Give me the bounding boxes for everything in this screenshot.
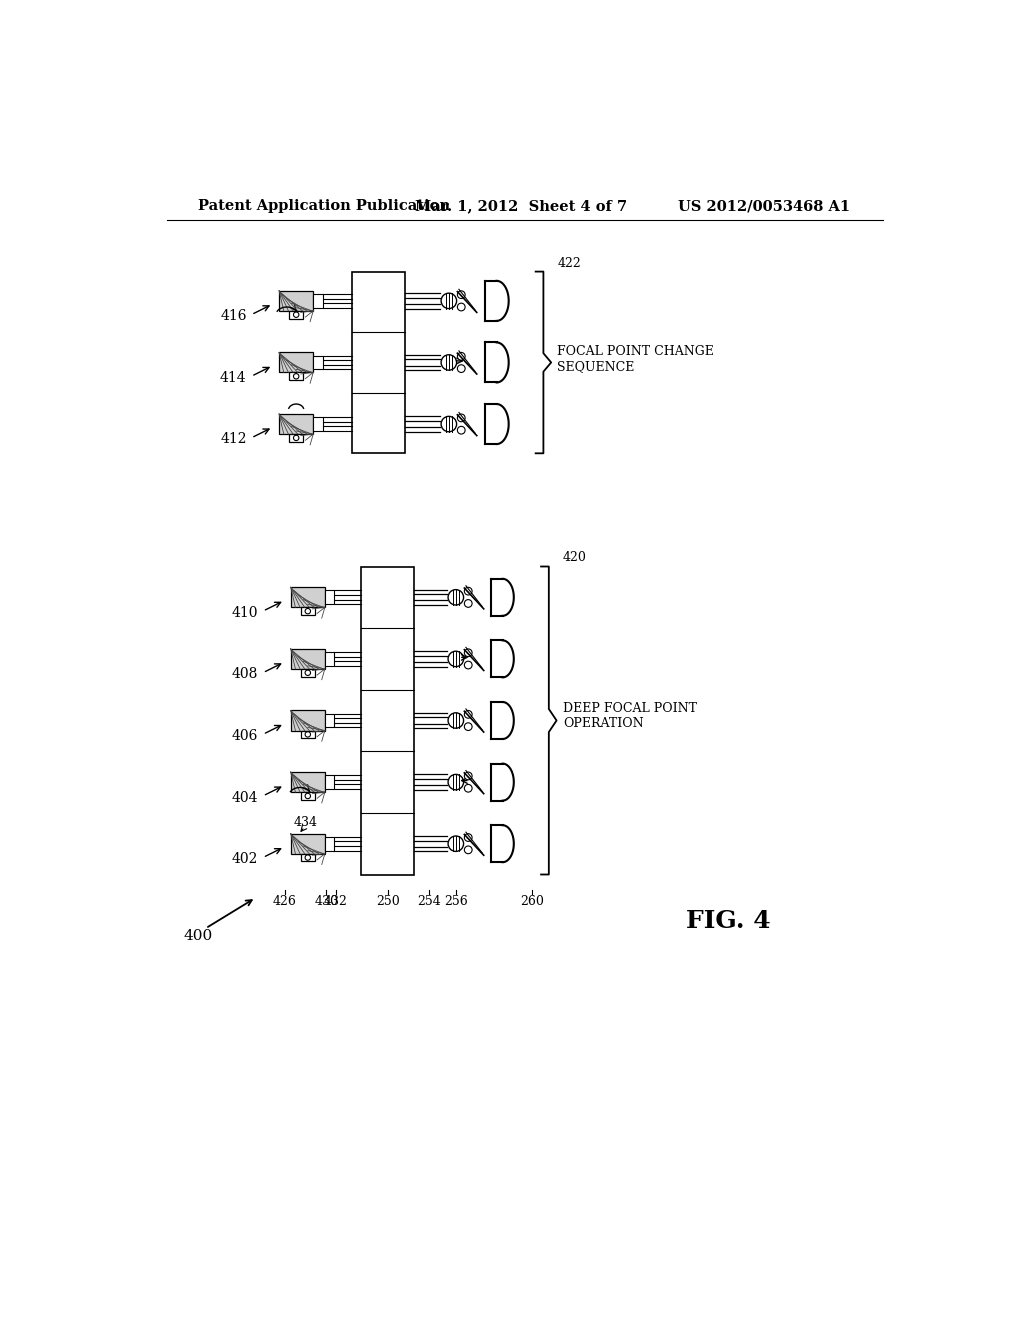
- Circle shape: [464, 834, 472, 841]
- Circle shape: [458, 426, 465, 434]
- Bar: [289, 372, 303, 380]
- Text: 420: 420: [563, 550, 587, 564]
- Text: FIG. 4: FIG. 4: [686, 908, 771, 933]
- Bar: [325, 837, 334, 850]
- Circle shape: [464, 723, 472, 730]
- Text: 250: 250: [376, 895, 399, 908]
- Text: Mar. 1, 2012  Sheet 4 of 7: Mar. 1, 2012 Sheet 4 of 7: [415, 199, 627, 213]
- Bar: [313, 417, 323, 430]
- Circle shape: [458, 414, 465, 422]
- Text: 412: 412: [220, 433, 247, 446]
- Bar: [301, 792, 314, 800]
- Text: US 2012/0053468 A1: US 2012/0053468 A1: [678, 199, 850, 213]
- Bar: [301, 607, 314, 615]
- Circle shape: [464, 587, 472, 595]
- Text: DEEP FOCAL POINT: DEEP FOCAL POINT: [563, 702, 696, 714]
- Text: 416: 416: [220, 309, 247, 323]
- Bar: [301, 669, 314, 677]
- Bar: [291, 649, 325, 669]
- Text: 408: 408: [231, 668, 258, 681]
- Circle shape: [441, 355, 457, 370]
- Bar: [280, 290, 313, 312]
- Text: 254: 254: [418, 895, 441, 908]
- Bar: [361, 566, 414, 875]
- Circle shape: [464, 784, 472, 792]
- Bar: [291, 772, 325, 792]
- Text: 410: 410: [231, 606, 258, 619]
- Circle shape: [464, 599, 472, 607]
- Circle shape: [458, 364, 465, 372]
- Text: 414: 414: [220, 371, 247, 385]
- Circle shape: [441, 293, 457, 309]
- Bar: [352, 272, 404, 453]
- Circle shape: [449, 651, 464, 667]
- Bar: [325, 714, 334, 727]
- Text: Patent Application Publication: Patent Application Publication: [198, 199, 450, 213]
- Text: 402: 402: [231, 853, 258, 866]
- Text: 426: 426: [272, 895, 297, 908]
- Circle shape: [464, 846, 472, 854]
- Circle shape: [464, 661, 472, 669]
- Bar: [280, 414, 313, 434]
- Bar: [313, 294, 323, 308]
- Text: 404: 404: [231, 791, 258, 804]
- Bar: [280, 352, 313, 372]
- Circle shape: [464, 649, 472, 656]
- Text: 406: 406: [231, 729, 258, 743]
- Text: 432: 432: [324, 895, 347, 908]
- Text: 430: 430: [314, 895, 338, 908]
- Circle shape: [449, 775, 464, 789]
- Circle shape: [449, 590, 464, 605]
- Circle shape: [464, 772, 472, 780]
- Circle shape: [449, 836, 464, 851]
- Text: 400: 400: [183, 929, 213, 942]
- Text: 260: 260: [520, 895, 544, 908]
- Text: OPERATION: OPERATION: [563, 717, 643, 730]
- Bar: [289, 434, 303, 442]
- Bar: [313, 355, 323, 370]
- Circle shape: [464, 710, 472, 718]
- Bar: [301, 730, 314, 738]
- Circle shape: [449, 713, 464, 729]
- Bar: [325, 775, 334, 789]
- Circle shape: [458, 352, 465, 360]
- Text: 256: 256: [444, 895, 468, 908]
- Bar: [291, 710, 325, 730]
- Text: FOCAL POINT CHANGE: FOCAL POINT CHANGE: [557, 345, 714, 358]
- Circle shape: [458, 290, 465, 298]
- Text: SEQUENCE: SEQUENCE: [557, 360, 635, 374]
- Circle shape: [441, 416, 457, 432]
- Bar: [289, 312, 303, 318]
- Bar: [291, 587, 325, 607]
- Bar: [325, 590, 334, 605]
- Text: 422: 422: [557, 257, 581, 271]
- Text: 434: 434: [294, 816, 317, 829]
- Bar: [325, 652, 334, 665]
- Circle shape: [458, 304, 465, 312]
- Bar: [291, 834, 325, 854]
- Bar: [301, 854, 314, 862]
